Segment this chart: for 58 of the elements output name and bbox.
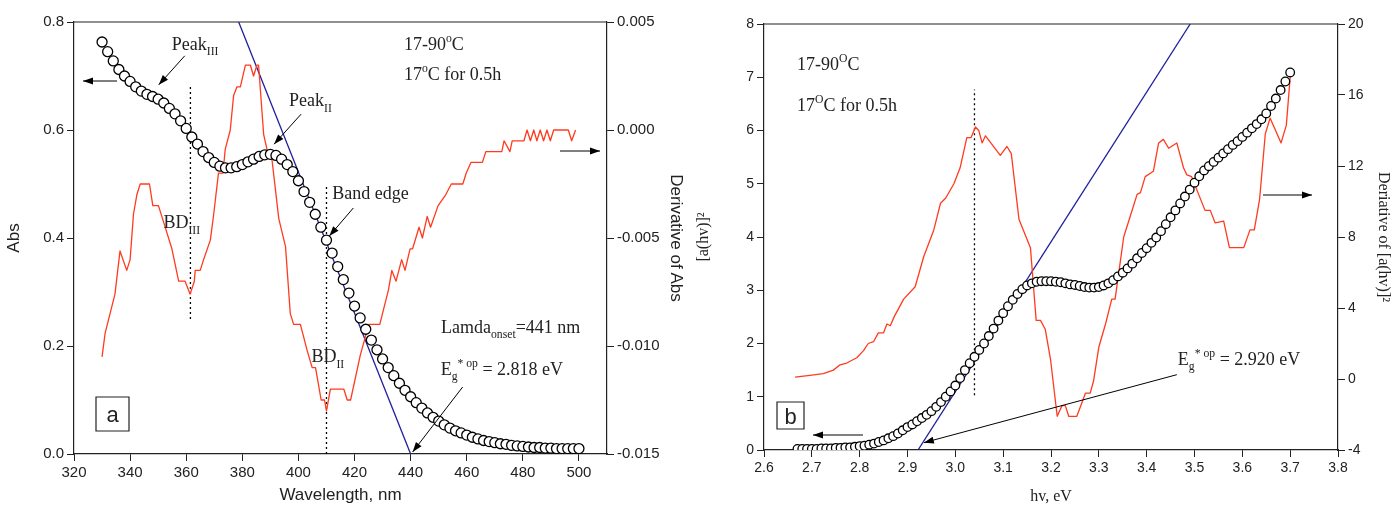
y-tick-label: 0.6 xyxy=(43,120,64,138)
y2-tick-label: 0 xyxy=(1348,369,1356,386)
y-tick-label: 5 xyxy=(746,174,755,191)
y-tick-label: 0.8 xyxy=(43,12,64,30)
annotation: a xyxy=(106,402,120,427)
annotation: b xyxy=(784,403,797,429)
x-tick-label: 440 xyxy=(398,463,424,481)
y-tick-label: 0 xyxy=(746,440,755,457)
x-tick-label: 3.4 xyxy=(1136,459,1157,476)
y-axis-title: Abs xyxy=(3,223,23,253)
y2-tick-label: 16 xyxy=(1348,85,1364,102)
x-tick-label: 380 xyxy=(229,463,255,481)
x-tick-label: 2.6 xyxy=(754,459,774,476)
y2-tick-label: 4 xyxy=(1348,298,1356,315)
y-tick-label: 8 xyxy=(746,14,755,31)
y2-tick-label: -0.015 xyxy=(617,444,660,462)
x-tick-label: 480 xyxy=(510,463,536,481)
x-tick-label: 3.0 xyxy=(945,459,966,476)
x-axis-title: hv, eV xyxy=(1030,486,1073,504)
y2-axis-title: Derivative of Abs xyxy=(667,174,687,302)
y-tick-label: 7 xyxy=(746,68,755,85)
x-tick-label: 500 xyxy=(566,463,592,481)
y-tick-label: 3 xyxy=(746,281,755,298)
y2-tick-label: -4 xyxy=(1348,440,1361,457)
y-tick-label: 4 xyxy=(746,227,755,244)
x-axis-title: Wavelength, nm xyxy=(279,485,402,505)
x-tick-label: 320 xyxy=(61,463,87,481)
y2-tick-label: 20 xyxy=(1348,14,1364,31)
y2-axis-title: Deriative of [a(hv)]² xyxy=(1375,171,1394,303)
y2-tick-label: 0.000 xyxy=(617,120,655,138)
x-tick-label: 360 xyxy=(173,463,199,481)
x-tick-label: 3.2 xyxy=(1041,459,1061,476)
annotation: Band edge xyxy=(332,183,409,203)
x-tick-label: 2.8 xyxy=(849,459,870,476)
y-tick-label: 0.2 xyxy=(43,336,64,354)
x-tick-label: 3.5 xyxy=(1184,459,1205,476)
x-tick-label: 400 xyxy=(285,463,311,481)
x-tick-label: 2.9 xyxy=(897,459,918,476)
x-tick-label: 340 xyxy=(117,463,143,481)
x-tick-label: 3.7 xyxy=(1280,459,1301,476)
y-tick-label: 0.4 xyxy=(43,228,64,246)
x-tick-label: 460 xyxy=(454,463,480,481)
y-tick-label: 6 xyxy=(746,121,755,138)
y-tick-label: 2 xyxy=(746,334,755,351)
y2-tick-label: -0.005 xyxy=(617,228,660,246)
y2-tick-label: 0.005 xyxy=(617,12,655,30)
x-tick-label: 2.7 xyxy=(802,459,822,476)
x-tick-label: 3.8 xyxy=(1328,459,1348,476)
x-tick-label: 3.1 xyxy=(993,459,1014,476)
x-tick-label: 420 xyxy=(342,463,368,481)
y-tick-label: 0.0 xyxy=(43,444,64,462)
y-tick-label: 1 xyxy=(746,387,755,404)
y2-tick-label: -0.010 xyxy=(617,336,660,354)
x-tick-label: 3.6 xyxy=(1232,459,1253,476)
y2-tick-label: 8 xyxy=(1348,227,1356,244)
y-axis-title: [a(hv)]² xyxy=(693,212,712,262)
x-tick-label: 3.3 xyxy=(1089,459,1109,476)
y2-tick-label: 12 xyxy=(1348,156,1364,173)
